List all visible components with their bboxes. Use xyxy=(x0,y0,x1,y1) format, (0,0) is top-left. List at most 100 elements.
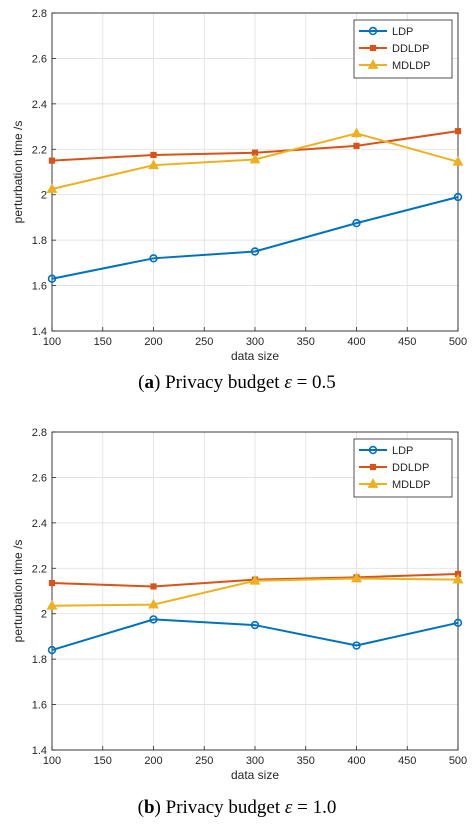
series-ddldp xyxy=(48,128,462,164)
legend-marker xyxy=(367,59,379,69)
y-tick-label: 2.2 xyxy=(32,144,47,156)
legend-marker xyxy=(367,478,379,488)
data-point xyxy=(351,572,362,583)
y-axis-label: perturbation time /s xyxy=(11,121,25,224)
x-tick-label: 250 xyxy=(195,336,213,348)
plot-frame xyxy=(51,12,459,332)
legend-label: MDLDP xyxy=(392,479,431,491)
y-tick-label: 2 xyxy=(41,609,47,621)
y-tick-label: 2.6 xyxy=(32,472,47,484)
y-tick-label: 2.2 xyxy=(32,563,47,575)
x-axis-label: data size xyxy=(231,349,279,360)
y-tick-label: 1.8 xyxy=(32,654,47,666)
caption-value: = 0.5 xyxy=(296,372,336,393)
y-tick-label: 1.6 xyxy=(32,700,47,712)
caption-text: Privacy budget xyxy=(165,372,280,393)
legend-marker xyxy=(369,463,377,471)
legend-label: LDP xyxy=(392,26,413,38)
series-mdldp xyxy=(46,572,464,610)
caption-label: b xyxy=(143,797,155,818)
x-tick-label: 150 xyxy=(94,336,112,348)
legend: LDP DDLDP MDLDP xyxy=(353,438,453,498)
data-point xyxy=(46,599,58,610)
y-tick-label: 2.8 xyxy=(32,427,47,439)
legend-label: LDP xyxy=(392,445,413,457)
data-point xyxy=(148,598,159,609)
x-tick-label: 100 xyxy=(43,336,61,348)
data-point xyxy=(48,579,56,587)
y-tick-label: 2.6 xyxy=(32,53,47,65)
data-point xyxy=(452,573,464,584)
data-point xyxy=(453,618,463,628)
data-point xyxy=(249,153,261,164)
data-point xyxy=(452,155,464,166)
legend: LDP DDLDP MDLDP xyxy=(353,19,453,79)
chart-panel-a: 100 150 200 250 300 350 400 450 500 1.4 1.6 1.8 2 2.2… xyxy=(0,0,474,360)
caption-a: (a) Privacy budget ε = 0.5 xyxy=(138,372,336,393)
data-point xyxy=(46,183,58,193)
caption-text: Privacy budget xyxy=(165,797,281,818)
caption-label: a xyxy=(144,372,155,393)
series-ldp xyxy=(47,615,463,655)
x-axis-label: data size xyxy=(231,768,279,782)
y-tick-label: 1.4 xyxy=(32,745,47,757)
plot-frame xyxy=(51,431,459,751)
caption-value: = 1.0 xyxy=(297,797,337,818)
x-tick-label: 200 xyxy=(144,755,162,767)
x-tick-label: 300 xyxy=(246,755,264,767)
caption-b: (b) Privacy budget ε = 1.0 xyxy=(137,797,337,818)
x-tick-label: 500 xyxy=(449,336,467,348)
x-tick-label: 400 xyxy=(347,336,365,348)
legend-marker xyxy=(369,44,377,52)
y-tick-label: 1.4 xyxy=(32,326,47,338)
data-point xyxy=(150,583,157,590)
data-point xyxy=(352,641,361,650)
y-tick-label: 2.4 xyxy=(32,99,47,111)
x-tick-label: 500 xyxy=(449,755,467,767)
x-tick-label: 200 xyxy=(144,336,162,348)
data-point xyxy=(351,127,362,138)
legend-marker xyxy=(368,445,378,455)
series-ldp xyxy=(47,192,463,283)
data-point xyxy=(148,159,159,170)
data-point xyxy=(150,151,157,159)
data-point xyxy=(47,645,57,655)
x-tick-label: 450 xyxy=(398,336,416,348)
caption-symbol: ε xyxy=(284,797,293,818)
data-point xyxy=(250,620,260,630)
line-chart-a: 100 150 200 250 300 350 400 450 500 1.4 1.6 1.8 2 2.2… xyxy=(11,8,467,360)
data-point xyxy=(352,218,361,228)
y-tick-label: 2.4 xyxy=(32,518,47,530)
data-point xyxy=(453,192,463,202)
data-point xyxy=(149,254,158,263)
series-mdldp xyxy=(46,127,464,193)
legend-label: DDLDP xyxy=(392,462,429,474)
series-line xyxy=(51,196,459,280)
y-tick-label: 2.8 xyxy=(32,8,47,20)
caption-symbol: ε xyxy=(284,372,292,393)
x-tick-label: 400 xyxy=(347,755,365,767)
x-tick-label: 350 xyxy=(297,336,315,348)
x-tick-label: 150 xyxy=(94,755,112,767)
x-tick-label: 300 xyxy=(246,336,264,348)
legend-label: DDLDP xyxy=(392,43,429,55)
x-tick-label: 100 xyxy=(43,755,61,767)
legend-label: MDLDP xyxy=(392,60,431,72)
legend-marker xyxy=(368,26,378,36)
y-axis-label: perturbation time /s xyxy=(11,540,25,643)
line-chart-b: 100 150 200 250 300 350 400 450 500 1.4 1.6 1.8 2 2.2… xyxy=(11,427,467,782)
y-tick-label: 2 xyxy=(41,190,47,202)
data-point xyxy=(48,157,56,164)
x-tick-label: 350 xyxy=(297,755,315,767)
x-tick-label: 450 xyxy=(398,755,416,767)
data-point xyxy=(249,574,261,585)
y-tick-label: 1.8 xyxy=(32,235,47,247)
data-point xyxy=(47,274,57,283)
y-tick-label: 1.6 xyxy=(32,281,47,293)
x-tick-label: 250 xyxy=(195,755,213,767)
data-point xyxy=(454,128,462,135)
series-line xyxy=(51,618,459,652)
chart-panel-b: 100 150 200 250 300 350 400 450 500 1.4 1.6 1.8 2 2.2… xyxy=(0,414,474,794)
data-point xyxy=(353,142,360,149)
data-point xyxy=(250,247,260,256)
